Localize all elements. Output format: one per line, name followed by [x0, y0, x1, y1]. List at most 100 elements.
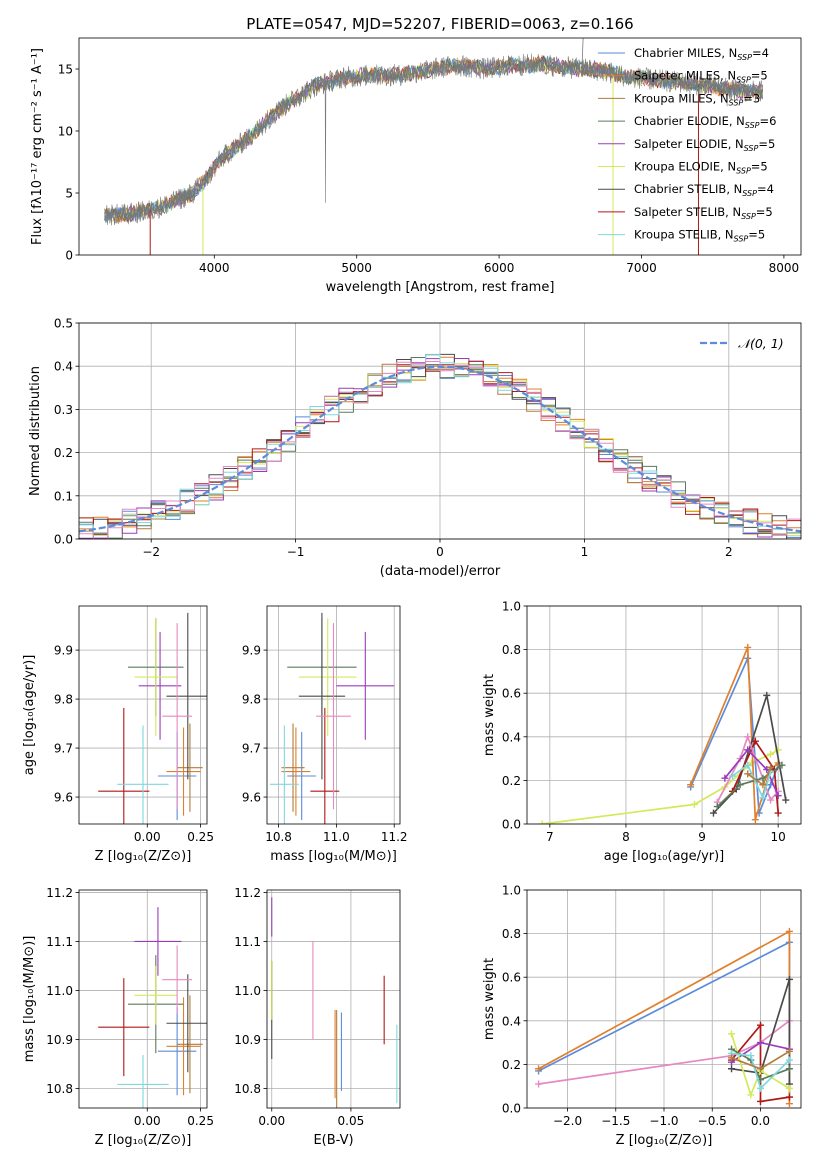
plot-area — [535, 927, 793, 1108]
fit-result-errorbar — [166, 997, 201, 1096]
legend-subscript: SSP — [729, 98, 744, 107]
x-axis-label: Z [log₁₀(Z/Z⊙)] — [95, 849, 192, 864]
spectrum-title: PLATE=0547, MJD=52207, FIBERID=0063, z=0… — [246, 15, 633, 33]
residuals-panel: −2 −1 0 1 2 0.0 0.1 0.2 0.3 0.4 0.5 (data-model)/er… — [28, 317, 802, 579]
y-tick-label: 11.1 — [234, 935, 261, 949]
legend-label: Kroupa STELIB, N — [634, 228, 734, 242]
y-axis-label: Normed distribution — [28, 366, 43, 496]
mass-weight-series — [730, 1022, 790, 1103]
fit-result-errorbar — [117, 1055, 169, 1108]
emission-spike — [581, 38, 584, 76]
x-axis-label: Z [log₁₀(Z/Z⊙)] — [616, 1133, 713, 1148]
x-axis-label: E(B-V) — [313, 1133, 353, 1148]
fit-result-errorbar — [157, 1007, 197, 1096]
fit-result-errorbar — [166, 727, 201, 816]
x-tick-label: 11.2 — [381, 830, 408, 844]
y-tick-label: 0.2 — [502, 774, 521, 788]
y-tick-label: 11.2 — [46, 886, 73, 900]
y-tick-label: 11.0 — [234, 984, 261, 998]
mass-weight-marker — [756, 1097, 764, 1105]
legend-subscript: SSP — [737, 53, 752, 62]
x-tick-label: 11.0 — [323, 830, 350, 844]
mass-weight-series — [731, 979, 791, 1084]
mass-weight-marker — [535, 1080, 543, 1088]
axes-frame — [526, 889, 802, 1109]
y-tick-label: 9.7 — [54, 742, 73, 756]
mass-weight-marker — [728, 1030, 736, 1038]
legend-subscript: SSP — [742, 189, 757, 198]
legend-entry: Salpeter ELODIE, NSSP=5 — [634, 137, 775, 153]
y-tick-label: 0.4 — [54, 360, 73, 374]
mass-weight-marker — [756, 1065, 764, 1073]
y-tick-label: 10.8 — [234, 1082, 261, 1096]
legend-entry: Salpeter STELIB, NSSP=5 — [634, 205, 773, 221]
fit-result-errorbar — [177, 995, 203, 1094]
fit-result-errorbar — [134, 618, 178, 736]
fit-result-errorbar — [269, 725, 299, 824]
legend-entry: Kroupa STELIB, NSSP=5 — [634, 228, 765, 244]
age-vs-metallicity-panel: 0.00 0.25 9.6 9.7 9.8 9.9 Z [log₁₀(Z/Z⊙)] age [… — [22, 605, 214, 864]
mass-weight-marker — [709, 809, 717, 817]
fit-result-errorbar — [134, 907, 182, 976]
mass-weight-marker — [785, 927, 793, 935]
y-tick-label: 15 — [58, 63, 73, 77]
mass-weight-marker — [756, 1084, 764, 1092]
mass-weight-marker — [751, 816, 759, 824]
x-axis-label: mass [log₁₀(M/M⊙)] — [270, 849, 397, 864]
plot-area — [104, 38, 763, 255]
legend-subscript: SSP — [734, 235, 749, 244]
fit-result-errorbar — [298, 618, 357, 736]
y-tick-label: 0.0 — [502, 818, 521, 832]
mass-weight-marker — [687, 781, 695, 789]
fit-result-errorbar — [134, 965, 178, 1025]
legend-entry: Chabrier STELIB, NSSP=4 — [634, 182, 774, 198]
mass-weight-series — [712, 695, 787, 814]
x-tick-label: 0.25 — [187, 1114, 214, 1128]
y-tick-label: 0 — [65, 249, 73, 263]
mass-weight-marker — [744, 761, 752, 769]
x-tick-label: −0.5 — [698, 1114, 727, 1128]
fit-result-errorbar — [287, 731, 317, 821]
mass-weight-marker — [721, 774, 729, 782]
axes-frame — [78, 37, 802, 256]
mass-weight-marker — [748, 759, 756, 767]
x-tick-label: 7 — [546, 830, 554, 844]
fit-result-errorbar — [281, 723, 305, 812]
legend-count: =4 — [752, 46, 769, 60]
y-tick-label: 0.2 — [54, 446, 73, 460]
legend-count: =5 — [751, 160, 768, 174]
y-tick-label: 0.0 — [502, 1102, 521, 1116]
fit-result-errorbar — [281, 727, 311, 816]
x-tick-label: 7000 — [626, 261, 657, 275]
mass-weight-marker — [763, 691, 771, 699]
observed-spectrum-line — [104, 53, 763, 226]
plot-area — [98, 907, 207, 1108]
legend-count: =5 — [748, 228, 765, 242]
y-tick-label: 1.0 — [502, 600, 521, 614]
plot-area — [538, 643, 790, 824]
legend-subscript: SSP — [736, 167, 751, 176]
legend-count: =3 — [743, 91, 760, 105]
legend-count: =6 — [760, 114, 777, 128]
legend-label: Chabrier STELIB, N — [634, 182, 742, 196]
mass-weight-marker — [744, 643, 752, 651]
residual-histogram — [79, 353, 801, 534]
residuals-legend: 𝒩(0, 1) — [700, 336, 784, 351]
x-tick-label: 2 — [725, 545, 733, 559]
mass-weight-series — [731, 1052, 790, 1090]
mass-weight-marker — [756, 1021, 764, 1029]
axes-frame — [78, 322, 802, 540]
x-tick-label: 0.00 — [134, 830, 161, 844]
fit-result-errorbar — [117, 725, 169, 824]
mass-weight-marker — [759, 781, 767, 789]
legend-entry: Chabrier ELODIE, NSSP=6 — [634, 114, 776, 130]
y-axis-label: Flux [fλ10⁻¹⁷ erg cm⁻² s⁻¹ A⁻¹] — [30, 48, 45, 245]
mass-weight-series — [538, 1020, 790, 1085]
mass-weight-series — [732, 763, 772, 801]
plot-area — [269, 612, 395, 824]
x-tick-label: 10 — [771, 830, 786, 844]
legend-label: Kroupa ELODIE, N — [634, 160, 736, 174]
plot-area — [98, 612, 207, 824]
